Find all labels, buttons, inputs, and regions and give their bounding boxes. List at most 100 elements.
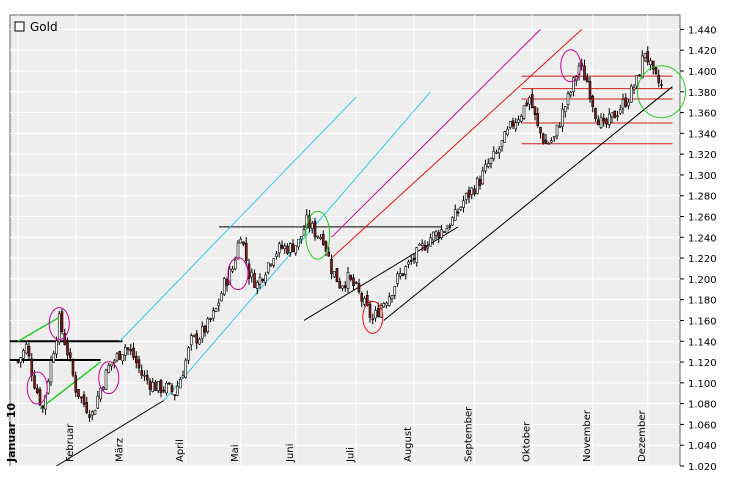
candle-body (528, 97, 531, 105)
candle-body (327, 251, 331, 257)
candle-body (200, 326, 204, 339)
candle-body (225, 279, 229, 286)
x-month-label: August (403, 427, 414, 462)
candle-body (610, 112, 614, 118)
candle-body (272, 258, 276, 266)
candle-body (519, 116, 523, 122)
candle-body (566, 92, 570, 105)
candle-body (88, 414, 91, 418)
y-tick-label: 1.340 (688, 129, 717, 140)
candle-body (627, 101, 630, 107)
candle-body (189, 335, 193, 346)
candle-body (404, 266, 408, 275)
candle-body (134, 355, 138, 364)
candle-body (497, 148, 501, 154)
candle-body (536, 113, 540, 126)
x-month-label: September (464, 406, 475, 462)
candle-body (203, 325, 207, 333)
grid (10, 15, 680, 467)
candle-body (635, 75, 639, 87)
candle-body (266, 262, 270, 273)
candle-body (280, 244, 284, 249)
y-tick-label: 1.020 (688, 462, 717, 473)
y-tick-label: 1.200 (688, 275, 717, 286)
candle-body (99, 387, 102, 400)
x-month-label: Juli (345, 447, 356, 463)
legend: Gold (14, 20, 58, 34)
candle-body (440, 229, 443, 238)
candle-body (349, 275, 353, 280)
annotation-ellipse (362, 300, 384, 334)
candle-body (409, 260, 413, 262)
y-tick-label: 1.060 (688, 420, 717, 431)
candle-body (640, 55, 644, 78)
candle-body (253, 272, 256, 288)
candle-body (387, 296, 391, 306)
candle-body (137, 359, 141, 369)
candle-body (415, 247, 419, 263)
candle-body (396, 273, 399, 285)
candle-body (104, 369, 108, 391)
candle-body (462, 200, 465, 208)
candle-body (530, 94, 534, 108)
annotation-ellipse (637, 65, 686, 119)
candle-body (115, 353, 119, 361)
candle-body (605, 118, 608, 125)
candle-body (550, 140, 553, 143)
candle-body (167, 382, 171, 385)
candle-body (341, 285, 344, 289)
candle-body (57, 313, 61, 343)
candle-body (79, 396, 83, 399)
annotation-ellipse (227, 257, 249, 291)
candle-body (206, 318, 210, 333)
candle-body (264, 274, 267, 283)
candle-body (451, 217, 454, 226)
channel-line (17, 316, 60, 342)
y-tick-label: 1.380 (688, 88, 717, 99)
candle-body (478, 179, 482, 186)
y-tick-label: 1.420 (688, 46, 717, 57)
channel-line (331, 29, 583, 259)
candle-body (401, 273, 405, 276)
candle-body (569, 92, 573, 96)
candle-body (187, 347, 190, 361)
candle-body (66, 342, 69, 356)
candle-body (338, 281, 342, 289)
candle-body (368, 303, 372, 318)
candle-body (357, 283, 361, 293)
candle-body (484, 164, 487, 172)
candle-body (464, 192, 468, 200)
candle-body (258, 277, 262, 285)
candle-body (291, 243, 295, 253)
candle-body (613, 110, 617, 119)
candle-body (170, 385, 174, 393)
channel-line (119, 96, 357, 342)
candle-body (121, 354, 124, 362)
annotation-ellipse (98, 361, 120, 395)
candle-body (374, 310, 377, 319)
candle-body (363, 298, 366, 305)
candle-body (437, 232, 441, 238)
candle-body (319, 237, 322, 239)
x-month-label: Oktober (521, 421, 532, 462)
candle-body (459, 206, 463, 211)
candle-body (316, 235, 320, 238)
legend-swatch[interactable] (14, 21, 25, 32)
candle-body (244, 242, 248, 262)
candle-body (588, 81, 592, 100)
candle-body (434, 231, 438, 236)
candle-body (541, 133, 545, 143)
candle-body (313, 221, 317, 238)
candle-body (621, 99, 625, 109)
candle-body (22, 350, 25, 359)
candle-body (481, 170, 485, 185)
candle-body (192, 334, 196, 337)
candle-body (544, 139, 548, 144)
candle-body (310, 222, 314, 229)
candle-body (19, 357, 23, 363)
candle-body (145, 375, 149, 381)
candle-body (596, 119, 600, 126)
candle-body (486, 163, 490, 167)
candle-body (24, 343, 28, 354)
